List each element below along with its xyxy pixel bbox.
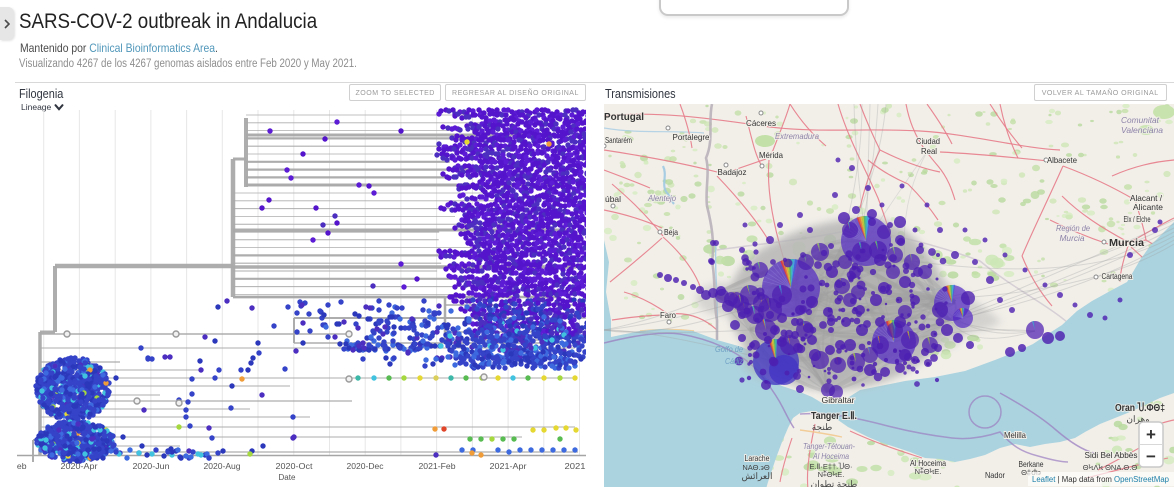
svg-text:2020-Aug: 2020-Aug [204, 462, 241, 471]
svg-text:Alentejo: Alentejo [647, 193, 676, 203]
svg-text:2021-Feb: 2021-Feb [419, 462, 457, 471]
svg-text:2020-Dec: 2020-Dec [347, 462, 384, 471]
svg-text:Santarém: Santarém [605, 135, 632, 145]
svg-text:Alicante: Alicante [1133, 202, 1163, 212]
svg-text:−: − [1146, 447, 1156, 466]
svg-text:Ν⁑ΘϞΕ.: Ν⁑ΘϞΕ. [818, 469, 845, 479]
svg-text:Gibraltar: Gibraltar [822, 395, 855, 405]
svg-text:Tanger-Tétouan-: Tanger-Tétouan- [803, 441, 855, 451]
svg-text:+: + [1146, 425, 1156, 444]
svg-text:Elx / Elche: Elx / Elche [1124, 214, 1151, 224]
svg-text:Golfo de: Golfo de [715, 344, 743, 354]
svg-text:Nador: Nador [985, 470, 1005, 480]
svg-text:Tanger E.Ⅱ.: Tanger E.Ⅱ. [811, 411, 857, 422]
svg-text:Alacant /: Alacant / [1130, 193, 1163, 203]
svg-text:2020-Oct: 2020-Oct [276, 462, 314, 471]
svg-text:2021-Apr: 2021-Apr [490, 462, 527, 471]
svg-text:ΝΑΘ.϶Θ: ΝΑΘ.϶Θ [742, 463, 769, 472]
svg-text:2020-Jun: 2020-Jun [133, 462, 170, 471]
svg-text:Real: Real [921, 146, 937, 156]
svg-text:Portugal: Portugal [604, 112, 644, 123]
svg-text:Región de: Región de [1056, 223, 1090, 233]
svg-text:Faro: Faro [660, 310, 676, 320]
svg-text:وهران: وهران [1126, 414, 1149, 425]
svg-text:Mérida: Mérida [759, 150, 783, 160]
svg-text:Murcia: Murcia [1109, 238, 1144, 249]
svg-text:Cartagena: Cartagena [1102, 271, 1133, 281]
svg-text:Al Hoceima: Al Hoceima [910, 458, 946, 468]
svg-text:2021: 2021 [565, 462, 587, 471]
svg-text:Ε.Ⅱ·Ε‡†.ႮΘ·: Ε.Ⅱ·Ε‡†.ႮΘ· [810, 462, 853, 471]
svg-text:Sidi Bel Abbès: Sidi Bel Abbès [1085, 450, 1138, 460]
svg-text:طنجة: طنجة [812, 422, 833, 432]
svg-text:Ν⁑ΘϞΕ.: Ν⁑ΘϞΕ. [915, 466, 942, 476]
svg-text:Beja: Beja [664, 227, 678, 237]
svg-text:Extremadura: Extremadura [775, 131, 819, 141]
svg-text:Melilla: Melilla [1004, 430, 1026, 440]
svg-text:Albacete: Albacete [1047, 155, 1077, 165]
svg-text:Leaflet | Map data from OpenSt: Leaflet | Map data from OpenStreetMap [1032, 475, 1170, 484]
svg-text:Al Hoceima: Al Hoceima [812, 451, 849, 461]
svg-text:Cáceres: Cáceres [746, 118, 776, 128]
svg-text:Larache: Larache [745, 453, 770, 463]
svg-text:2020-Apr: 2020-Apr [61, 462, 98, 471]
svg-text:ΘϞΛϞ ΘΝΑ.Θ.Θ: ΘϞΛϞ ΘΝΑ.Θ.Θ [1083, 463, 1138, 472]
svg-text:Valenciana: Valenciana [1121, 125, 1163, 135]
svg-text:Murcia: Murcia [1060, 233, 1085, 243]
svg-text:Badajoz: Badajoz [718, 167, 747, 177]
svg-text:Portalegre: Portalegre [673, 132, 710, 142]
svg-text:Date: Date [279, 473, 297, 482]
svg-text:طنجة تطوان: طنجة تطوان [811, 479, 858, 487]
svg-text:Berkane: Berkane [1019, 459, 1044, 469]
svg-text:úbal: úbal [605, 194, 621, 204]
svg-text:Ciudad: Ciudad [916, 136, 940, 146]
svg-text:Comunitat: Comunitat [1121, 115, 1160, 125]
svg-text:2020-Feb: 2020-Feb [17, 462, 27, 471]
svg-text:Cádiz: Cádiz [725, 356, 744, 366]
svg-text:العرائش: العرائش [741, 471, 772, 482]
svg-text:Oran Ⴎ.ΦΘ‡: Oran Ⴎ.ΦΘ‡ [1115, 402, 1165, 414]
